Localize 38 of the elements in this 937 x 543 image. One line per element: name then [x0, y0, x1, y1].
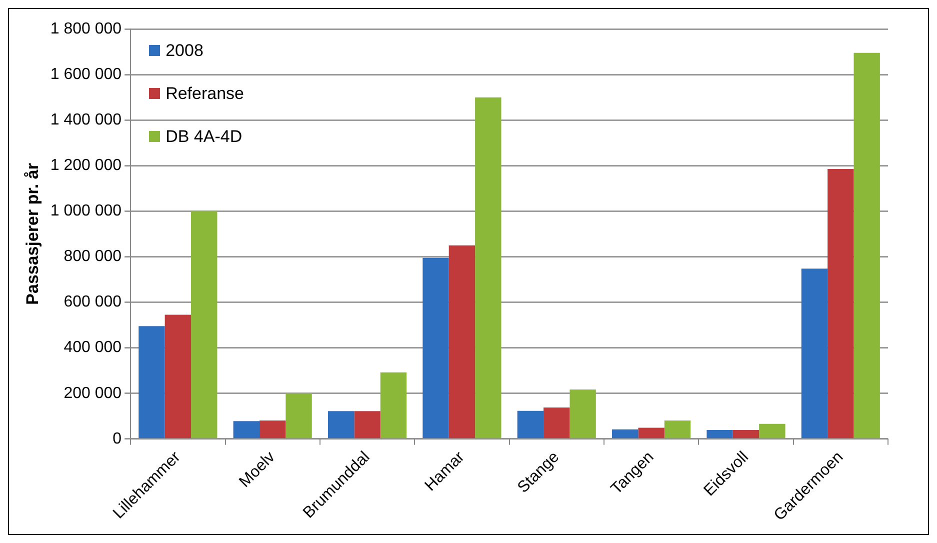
bar — [828, 169, 854, 438]
bar — [854, 52, 880, 438]
y-tick-label: 1 200 000 — [50, 157, 122, 174]
bar — [354, 411, 380, 438]
bar — [517, 410, 544, 438]
y-tick-label: 800 000 — [64, 248, 122, 266]
bar — [638, 428, 664, 438]
bar — [138, 326, 165, 438]
bar — [759, 424, 786, 438]
legend-label: DB 4A-4D — [166, 126, 242, 148]
bar — [732, 430, 760, 438]
y-tick-label: 1 600 000 — [50, 66, 122, 83]
bar — [328, 411, 354, 438]
bar — [801, 268, 828, 438]
bar — [448, 245, 476, 438]
bar — [260, 420, 286, 438]
bar — [191, 211, 218, 438]
bar — [286, 393, 312, 438]
bar — [380, 372, 407, 438]
bar — [233, 421, 260, 438]
bar — [664, 420, 691, 438]
y-tick-label: 600 000 — [64, 294, 122, 311]
y-tick-label: 1 800 000 — [50, 20, 122, 38]
y-tick-label: 1 000 000 — [50, 202, 122, 220]
y-tick-label: 400 000 — [64, 339, 122, 356]
bar — [544, 407, 570, 438]
bar — [706, 430, 733, 438]
bar — [612, 429, 638, 438]
y-tick-label: 1 400 000 — [50, 112, 122, 128]
bar — [570, 389, 596, 438]
legend-label: Referanse — [166, 83, 244, 105]
y-tick-label: 200 000 — [64, 384, 122, 402]
y-tick-label: 0 — [112, 430, 122, 448]
bar — [164, 314, 192, 438]
bar — [422, 258, 449, 438]
y-axis-title: Passasjerer pr. år — [22, 162, 42, 305]
bar — [475, 97, 502, 438]
legend-label: 2008 — [166, 40, 204, 62]
